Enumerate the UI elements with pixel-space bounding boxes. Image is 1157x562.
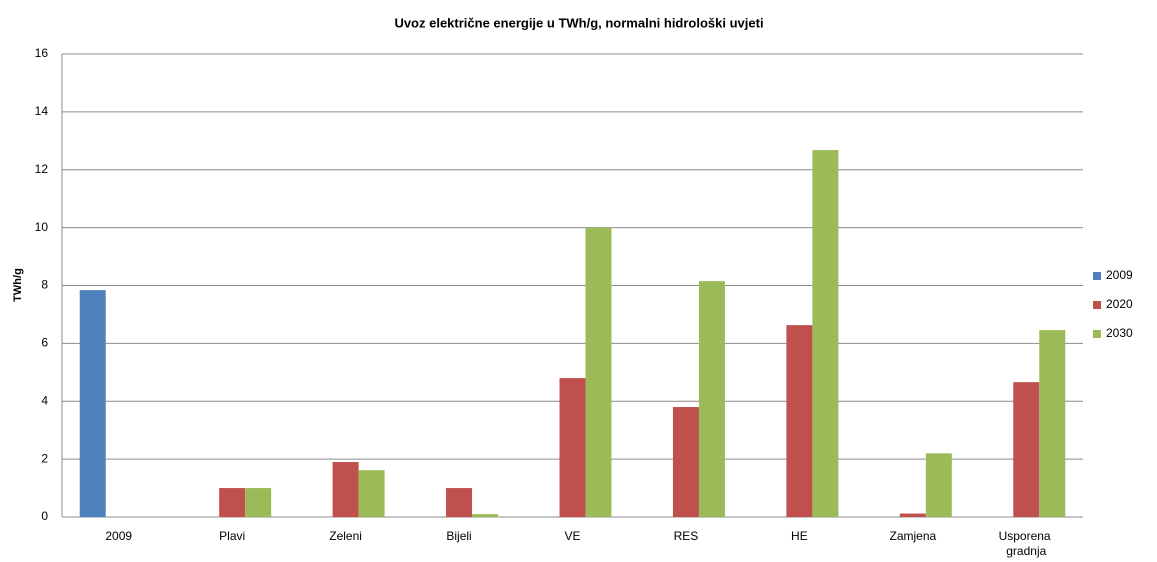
bar bbox=[786, 325, 813, 517]
legend-swatch bbox=[1093, 272, 1101, 280]
bar bbox=[925, 453, 952, 517]
bar bbox=[472, 514, 499, 517]
y-tick-label: 10 bbox=[35, 220, 49, 234]
bar bbox=[219, 488, 246, 517]
x-tick-label-line: Usporena bbox=[999, 529, 1054, 543]
legend-label: 2020 bbox=[1106, 297, 1133, 311]
legend-label: 2030 bbox=[1106, 326, 1133, 340]
x-tick-label: Zamjena bbox=[889, 529, 936, 543]
bar bbox=[559, 378, 586, 517]
x-tick-label: Bijeli bbox=[446, 529, 471, 543]
x-tick-label: Zeleni bbox=[329, 529, 362, 543]
bar bbox=[1039, 330, 1066, 517]
legend-swatch bbox=[1093, 301, 1101, 309]
x-tick-label: RES bbox=[674, 529, 699, 543]
x-tick-label-line: gradnja bbox=[1006, 544, 1046, 558]
y-tick-label: 8 bbox=[41, 278, 48, 292]
legend-label: 2009 bbox=[1106, 268, 1133, 282]
y-tick-label: 14 bbox=[35, 104, 49, 118]
y-tick-label: 12 bbox=[35, 162, 49, 176]
y-axis-label: TWh/g bbox=[12, 268, 24, 302]
bar bbox=[332, 462, 359, 517]
bar bbox=[79, 290, 106, 517]
chart-title: Uvoz električne energije u TWh/g, normal… bbox=[394, 15, 763, 30]
bar bbox=[899, 513, 926, 517]
bar bbox=[812, 150, 839, 517]
y-tick-label: 6 bbox=[41, 336, 48, 350]
x-tick-label: 2009 bbox=[105, 529, 132, 543]
x-tick-label: Usporena gradnja bbox=[999, 529, 1054, 558]
bar bbox=[245, 488, 272, 517]
y-tick-label: 16 bbox=[35, 46, 49, 60]
bar bbox=[446, 488, 473, 517]
bar bbox=[698, 281, 725, 517]
bar bbox=[1013, 382, 1040, 517]
bar bbox=[585, 227, 612, 517]
legend-swatch bbox=[1093, 330, 1101, 338]
x-tick-label: Plavi bbox=[219, 529, 245, 543]
y-tick-label: 4 bbox=[41, 393, 48, 407]
bar bbox=[672, 407, 699, 517]
x-tick-label: HE bbox=[791, 529, 808, 543]
x-tick-label: VE bbox=[564, 529, 580, 543]
bar bbox=[358, 470, 385, 517]
y-tick-label: 2 bbox=[41, 451, 48, 465]
y-tick-label: 0 bbox=[41, 509, 48, 523]
